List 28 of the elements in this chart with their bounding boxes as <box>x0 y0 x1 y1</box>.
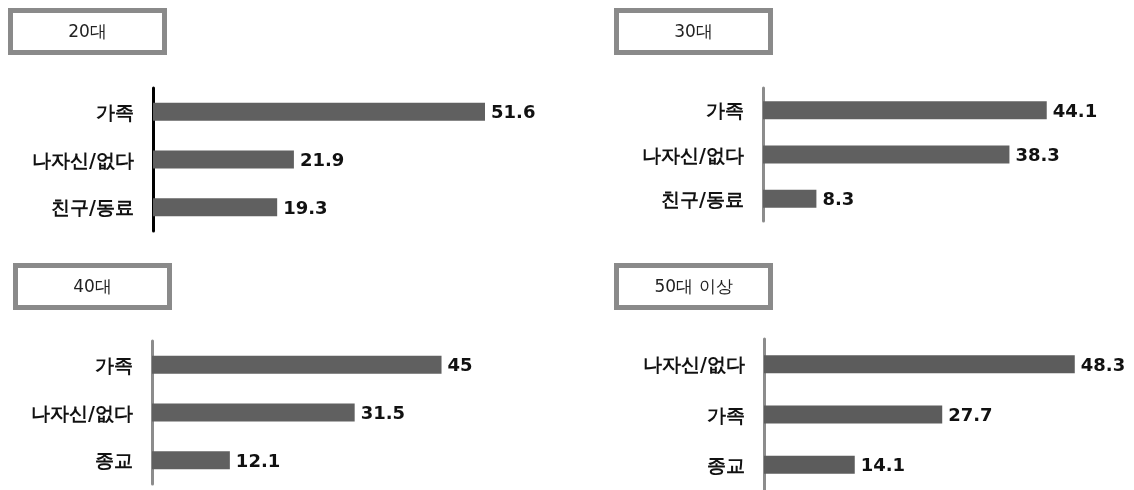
y-tick-label: 종교 <box>95 449 133 472</box>
y-tick-label: 가족 <box>707 403 745 426</box>
chart-title: 20대 <box>8 8 167 55</box>
y-tick-label: 나자신/없다 <box>31 401 133 424</box>
data-label: 44.1 <box>1052 99 1098 121</box>
y-tick-label: 친구/동료 <box>661 187 744 210</box>
data-label: 31.5 <box>360 402 406 423</box>
data-label: 19.3 <box>283 196 328 218</box>
y-tick-label: 나자신/없다 <box>32 148 134 171</box>
chart-title: 40대 <box>13 263 172 310</box>
data-label: 51.6 <box>491 101 536 123</box>
y-tick-label: 친구/동료 <box>51 196 134 219</box>
data-label: 12.1 <box>235 449 281 471</box>
data-label: 27.7 <box>948 404 993 425</box>
y-tick-label: 종교 <box>707 453 745 476</box>
chart-title: 30대 <box>614 8 773 55</box>
data-label: 45 <box>447 354 473 376</box>
y-tick-label: 가족 <box>96 100 134 123</box>
data-label: 14.1 <box>860 454 906 476</box>
y-tick-label: 가족 <box>706 99 744 122</box>
y-tick-label: 가족 <box>95 353 133 376</box>
y-tick-label: 나자신/없다 <box>642 143 744 166</box>
chart-title: 50대 이상 <box>614 263 773 310</box>
data-label: 38.3 <box>1015 144 1060 165</box>
data-label: 21.9 <box>299 149 345 170</box>
data-label: 48.3 <box>1080 353 1126 375</box>
y-tick-label: 나자신/없다 <box>643 353 745 376</box>
data-label: 8.3 <box>822 188 855 210</box>
